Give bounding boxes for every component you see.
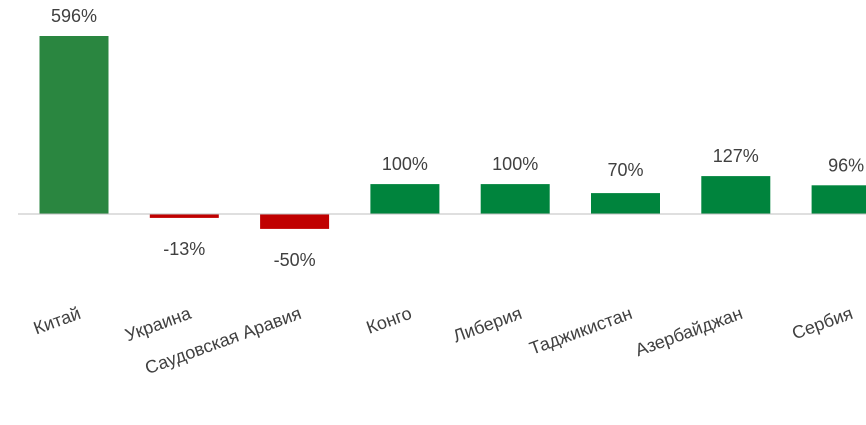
bar-4 xyxy=(370,184,440,214)
data-label-5: 100% xyxy=(492,154,538,174)
bar-1 xyxy=(39,36,109,214)
data-label-6: 70% xyxy=(607,160,643,180)
category-label-1: Китай xyxy=(31,303,84,338)
bar-7 xyxy=(701,176,771,214)
category-label-8: Сербия xyxy=(789,303,855,343)
data-label-1: 596% xyxy=(51,6,97,26)
value-labels-group: 596% -13% -50% 100% 100% 70% 127% 96% xyxy=(51,6,864,270)
data-label-7: 127% xyxy=(713,146,759,166)
bar-5 xyxy=(480,184,550,214)
bar-2 xyxy=(149,214,219,218)
category-label-2: Украина xyxy=(122,303,194,346)
bar-8 xyxy=(811,185,866,214)
data-label-2: -13% xyxy=(163,239,205,259)
category-label-5: Либерия xyxy=(450,303,524,346)
data-label-8: 96% xyxy=(828,155,864,175)
bar-3 xyxy=(260,214,330,229)
bar-6 xyxy=(591,193,660,214)
category-label-7: Азербайджан xyxy=(633,303,746,360)
category-label-6: Таджикистан xyxy=(527,303,635,359)
category-label-4: Конго xyxy=(364,303,415,338)
bars-group xyxy=(39,36,866,229)
data-label-4: 100% xyxy=(382,154,428,174)
data-label-3: -50% xyxy=(274,250,316,270)
